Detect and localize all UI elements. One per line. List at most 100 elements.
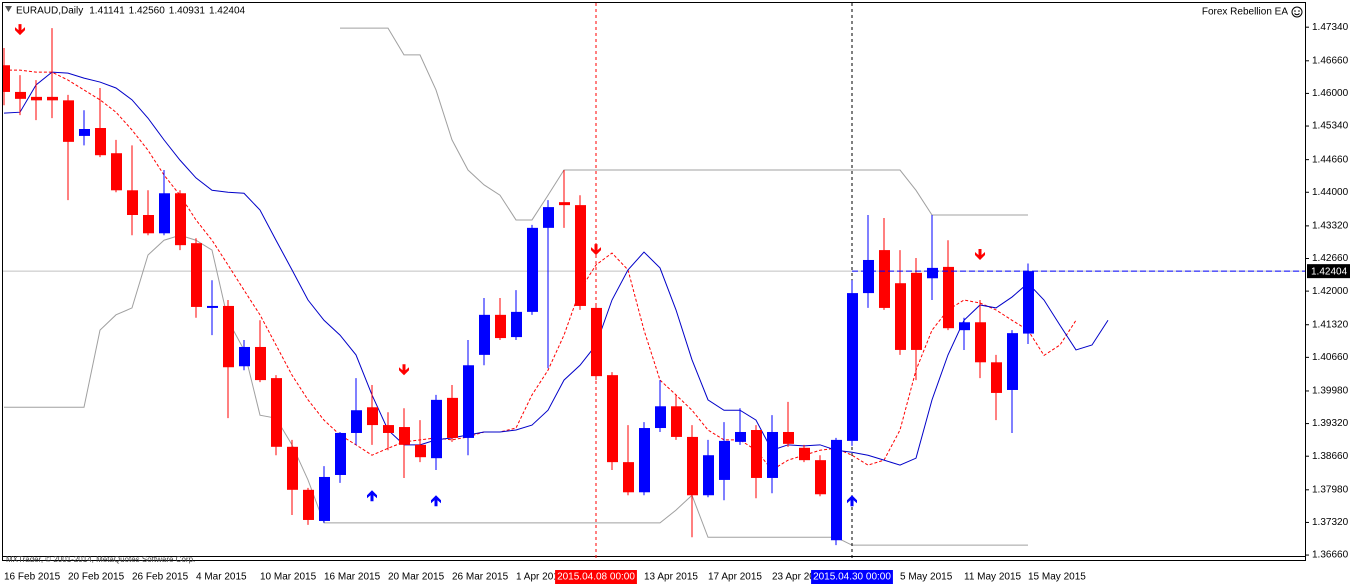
ea-icon-smile — [1294, 13, 1300, 16]
candle-body — [879, 250, 890, 308]
symbol-label: EURAUD,Daily — [16, 6, 83, 17]
candle-body — [655, 406, 666, 429]
x-tick-label: 11 May 2015 — [964, 572, 1022, 583]
y-tick-label: 1.39320 — [1312, 418, 1349, 429]
date-marker-label: 2015.04.08 00:00 — [557, 572, 635, 583]
candle-body — [495, 314, 506, 339]
signal-arrow — [431, 495, 441, 507]
candle-body — [927, 267, 938, 279]
indicator-line — [340, 27, 1028, 221]
y-tick-label: 1.47340 — [1312, 22, 1349, 33]
candle-body — [319, 476, 330, 521]
candle-body — [399, 427, 410, 445]
x-tick-label: 4 Mar 2015 — [196, 572, 247, 583]
candle-body — [463, 365, 474, 438]
ohlc-label: 1.40931 — [169, 6, 206, 17]
candle-body — [303, 489, 314, 520]
candle-body — [719, 440, 730, 480]
candle-body — [63, 100, 74, 142]
candle-body — [575, 205, 586, 306]
candle-body — [351, 410, 362, 433]
candle-body — [815, 460, 826, 495]
candle-body — [191, 243, 202, 307]
x-tick-label: 17 Apr 2015 — [708, 572, 762, 583]
candle-body — [783, 431, 794, 444]
x-tick-label: 16 Feb 2015 — [4, 572, 61, 583]
candle-body — [335, 432, 346, 475]
candle-body — [143, 215, 154, 234]
y-tick-label: 1.43320 — [1312, 221, 1349, 232]
plot-frame — [2, 2, 1306, 561]
signal-arrow — [847, 495, 857, 507]
x-tick-label: 15 May 2015 — [1028, 572, 1086, 583]
candle-body — [207, 305, 218, 308]
candle-body — [159, 193, 170, 234]
ea-icon-eye — [1298, 10, 1300, 12]
date-marker-box — [555, 570, 637, 584]
x-tick-label: 5 May 2015 — [900, 572, 953, 583]
y-tick-label: 1.40660 — [1312, 352, 1349, 363]
signal-arrow — [591, 244, 601, 256]
candle-body — [415, 444, 426, 458]
x-tick-label: 20 Feb 2015 — [68, 572, 125, 583]
candle-body — [47, 96, 58, 101]
candle-body — [511, 311, 522, 338]
y-tick-label: 1.41320 — [1312, 319, 1349, 330]
ohlc-label: 1.42560 — [129, 6, 166, 17]
y-tick-label: 1.36660 — [1312, 550, 1349, 561]
candle-body — [111, 153, 122, 191]
candle-body — [367, 407, 378, 426]
candle-body — [447, 397, 458, 438]
candle-body — [703, 455, 714, 496]
y-tick-label: 1.46660 — [1312, 55, 1349, 66]
candle-body — [799, 447, 810, 461]
date-marker-box — [811, 570, 893, 584]
candle-body — [639, 428, 650, 493]
signal-arrow — [975, 249, 985, 261]
signal-arrow — [367, 490, 377, 502]
signal-arrow — [15, 24, 25, 36]
candle-body — [831, 439, 842, 541]
candle-body — [79, 129, 90, 136]
candle-body — [271, 378, 282, 447]
candle-body — [543, 207, 554, 228]
candle-body — [767, 431, 778, 478]
candle-body — [239, 346, 250, 367]
ea-icon — [1291, 6, 1303, 18]
x-tick-label: 23 Apr 2015 — [772, 572, 826, 583]
y-tick-label: 1.44000 — [1312, 187, 1349, 198]
price-label: 1.42404 — [1311, 266, 1348, 277]
candle-body — [527, 227, 538, 312]
y-tick-label: 1.42000 — [1312, 286, 1349, 297]
x-tick-label: 26 Feb 2015 — [132, 572, 189, 583]
ohlc-label: 1.42404 — [209, 6, 246, 17]
indicator-line — [3, 71, 1109, 466]
indicator-line — [4, 234, 1028, 546]
candle-body — [255, 346, 266, 381]
x-tick-label: 26 Mar 2015 — [452, 572, 509, 583]
candle-body — [127, 190, 138, 216]
candle-body — [3, 65, 10, 92]
candle-body — [991, 362, 1002, 393]
candle-body — [431, 399, 442, 459]
y-tick-label: 1.44660 — [1312, 154, 1349, 165]
ohlc-label: 1.41141 — [89, 6, 125, 17]
candle-body — [959, 322, 970, 331]
candle-body — [1007, 333, 1018, 390]
y-tick-label: 1.46000 — [1312, 88, 1349, 99]
candle-body — [687, 436, 698, 496]
candle-body — [175, 193, 186, 246]
candle-body — [863, 259, 874, 294]
candle-body — [943, 266, 954, 329]
x-tick-label: 13 Apr 2015 — [644, 572, 698, 583]
copyright: MXTrader, © 2001-2014, MetaQuotes Softwa… — [6, 555, 195, 564]
ea-label: Forex Rebellion EA — [1202, 7, 1288, 18]
candle-body — [671, 406, 682, 437]
candle-body — [559, 202, 570, 206]
candle-body — [911, 272, 922, 350]
candle-body — [623, 462, 634, 493]
y-tick-label: 1.38660 — [1312, 451, 1349, 462]
